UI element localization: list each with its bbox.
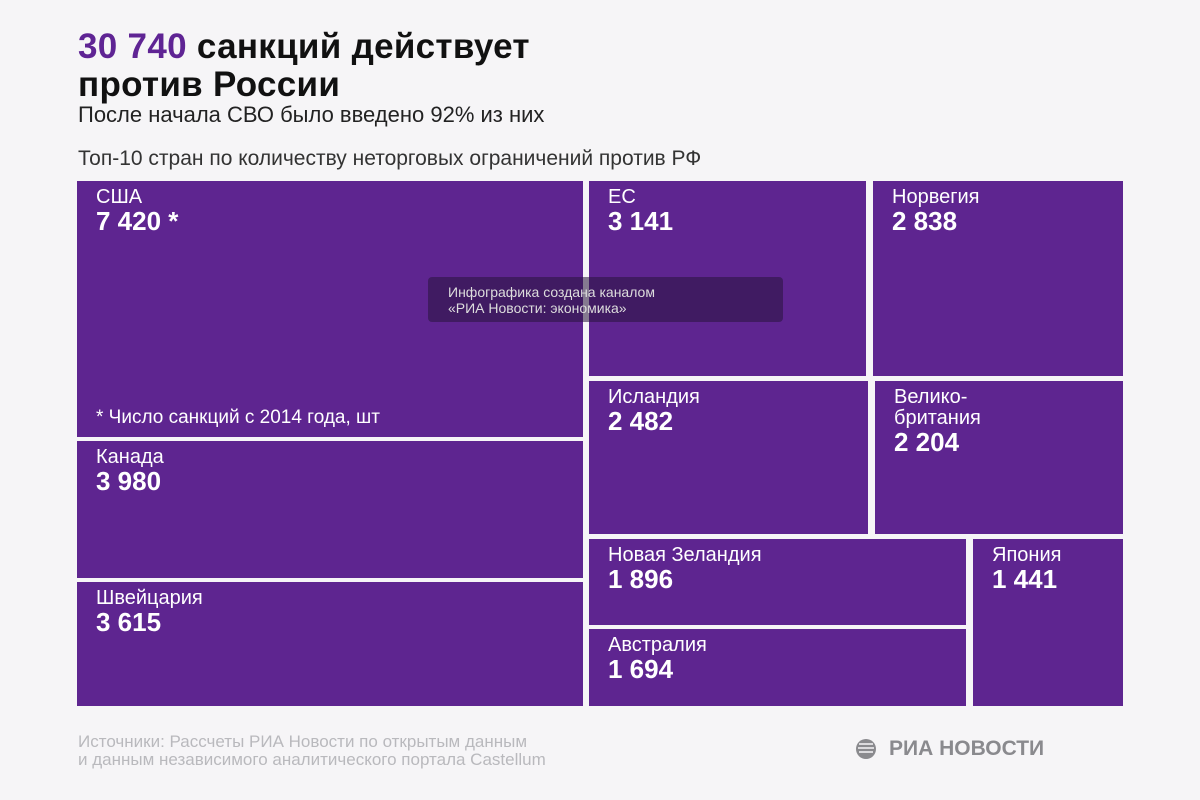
tile-label: США xyxy=(96,186,143,208)
tile-label: Велико- британия xyxy=(894,386,981,429)
annotation: * Число санкций с 2014 года, шт xyxy=(96,407,380,428)
logo-text: РИА НОВОСТИ xyxy=(889,737,1045,760)
tile-value: 3 615 xyxy=(96,607,162,637)
tile-label: Норвегия xyxy=(892,186,980,208)
tile-value: 3 141 xyxy=(608,206,674,236)
source-note: Источники: Рассчеты РИА Новости по откры… xyxy=(78,733,546,769)
treemap-tile: Япония 1 441 xyxy=(973,539,1123,706)
watermark-line2: «РИА Новости: экономика» xyxy=(448,300,627,316)
watermark: Инфографика создана каналом «РИА Новости… xyxy=(428,277,783,322)
tile-value: 2 482 xyxy=(608,406,674,436)
tile-label: Швейцария xyxy=(96,587,203,609)
tile-value: 7 420 * xyxy=(96,206,179,236)
title-text: санкций действует xyxy=(186,27,530,66)
tile-label: Канада xyxy=(96,446,164,468)
treemap-tile: Новая Зеландия 1 896 xyxy=(589,539,966,625)
tile-value: 3 980 xyxy=(96,466,162,496)
tile-label: ЕС xyxy=(608,186,636,208)
chart-caption: Топ-10 стран по количеству неторговых ог… xyxy=(78,147,702,170)
treemap-tile: Австралия 1 694 xyxy=(589,629,966,706)
title-number: 30 740 xyxy=(78,27,187,66)
treemap-tile: Велико- британия 2 204 xyxy=(875,381,1123,534)
ria-logo: РИА НОВОСТИ xyxy=(855,737,1044,761)
tile-value: 1 694 xyxy=(608,654,674,684)
tile-value: 1 441 xyxy=(992,564,1058,594)
watermark-line1: Инфографика создана каналом xyxy=(448,284,655,300)
tile-value: 1 896 xyxy=(608,564,674,594)
tile-label: Исландия xyxy=(608,386,700,408)
tile-value: 2 838 xyxy=(892,206,958,236)
tile-label: Япония xyxy=(992,544,1062,566)
treemap-tile: Норвегия 2 838 xyxy=(873,181,1123,376)
source-line1: Источники: Рассчеты РИА Новости по откры… xyxy=(78,732,528,751)
title-line2: против России xyxy=(78,65,341,104)
treemap-tile: Швейцария 3 615 xyxy=(77,582,583,706)
tile-label: Новая Зеландия xyxy=(608,544,762,566)
tile-value: 2 204 xyxy=(894,427,960,457)
source-line2: и данным независимого аналитического пор… xyxy=(78,750,546,769)
ria-globe-icon xyxy=(856,739,876,759)
page-title: 30 740 санкций действует против России xyxy=(78,28,530,104)
treemap-tile: Исландия 2 482 xyxy=(589,381,868,534)
treemap-tile: Канада 3 980 xyxy=(77,441,583,578)
tile-label: Австралия xyxy=(608,634,707,656)
subtitle: После начала СВО было введено 92% из них xyxy=(78,102,545,127)
